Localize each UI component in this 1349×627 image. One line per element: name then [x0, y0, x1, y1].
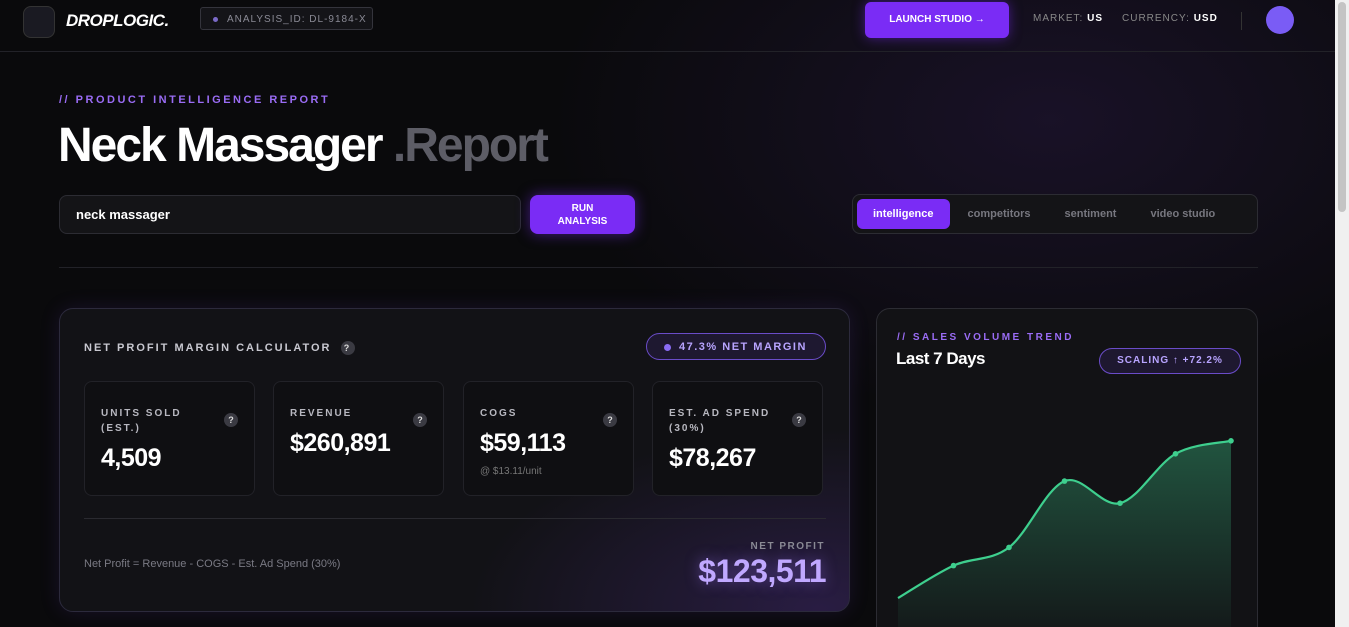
- net-profit-value: $123,511: [698, 553, 826, 589]
- trend-point: [1172, 451, 1179, 457]
- metric-label: REVENUE: [290, 408, 353, 419]
- trend-badge: SCALING ↑ +72.2%: [1099, 348, 1241, 374]
- calculator-title-text: NET PROFIT MARGIN CALCULATOR: [84, 342, 332, 354]
- analysis-id: ANALYSIS_ID: DL-9184-X: [200, 7, 373, 30]
- margin-badge: 47.3% NET MARGIN: [646, 333, 826, 360]
- help-icon[interactable]: ?: [413, 413, 427, 427]
- logo[interactable]: DROPLOGIC.: [66, 11, 169, 30]
- top-bar: DROPLOGIC. ANALYSIS_ID: DL-9184-X LAUNCH…: [0, 0, 1335, 52]
- metric-card: EST. AD SPEND (30%) $78,267?: [652, 381, 823, 496]
- metric-card: REVENUE $260,891?: [273, 381, 444, 496]
- calculator-panel: NET PROFIT MARGIN CALCULATOR ? 47.3% NET…: [59, 308, 850, 612]
- currency-label: CURRENCY:: [1122, 13, 1190, 24]
- formula: Net Profit = Revenue - COGS - Est. Ad Sp…: [84, 558, 341, 570]
- run-button[interactable]: RUN ANALYSIS: [530, 195, 635, 234]
- page-title: Neck Massager .Report: [58, 118, 549, 173]
- market: MARKET: US: [1033, 13, 1103, 24]
- metric-card: UNITS SOLD (EST.) 4,509?: [84, 381, 255, 496]
- calculator-title: NET PROFIT MARGIN CALCULATOR ?: [84, 341, 355, 355]
- trend-point: [1006, 544, 1012, 551]
- metric-label: UNITS SOLD (EST.): [101, 408, 182, 434]
- help-icon[interactable]: ?: [340, 341, 355, 355]
- tab[interactable]: competitors: [967, 208, 1031, 220]
- metric-value: 4,509: [101, 444, 162, 472]
- separator: [1241, 12, 1242, 30]
- title: Neck Massager: [58, 119, 384, 172]
- sales-trend-panel: // SALES VOLUME TREND Last 7 Days SCALIN…: [876, 308, 1258, 627]
- market-value: US: [1087, 13, 1104, 24]
- launch-button[interactable]: LAUNCH STUDIO →: [865, 2, 1009, 38]
- metric-card: COGS $59,113 @ $13.11/unit?: [463, 381, 634, 496]
- trend-point: [1228, 438, 1234, 444]
- help-icon[interactable]: ?: [224, 413, 238, 427]
- metric-note: @ $13.11/unit: [480, 466, 542, 477]
- title-suffix: .Report: [392, 119, 549, 172]
- currency: CURRENCY: USD: [1122, 13, 1218, 24]
- tab[interactable]: intelligence: [857, 199, 950, 229]
- trend-title: Last 7 Days: [896, 349, 986, 368]
- metric-label: COGS: [480, 408, 518, 419]
- trend-chart: [897, 438, 1234, 627]
- trend-area: [898, 440, 1231, 627]
- eyebrow: // PRODUCT INTELLIGENCE REPORT: [59, 94, 331, 106]
- help-icon[interactable]: ?: [603, 413, 617, 427]
- divider: [59, 267, 1258, 268]
- tab-bar: intelligence competitors sentiment video st…: [852, 194, 1258, 234]
- currency-value: USD: [1193, 13, 1218, 24]
- logo-icon[interactable]: [23, 6, 55, 38]
- divider: [84, 518, 826, 519]
- tab[interactable]: video studio: [1150, 208, 1216, 220]
- metric-value: $59,113: [480, 429, 566, 457]
- help-icon[interactable]: ?: [792, 413, 806, 427]
- margin-badge-text: 47.3% NET MARGIN: [679, 341, 807, 353]
- trend-point: [1061, 478, 1068, 484]
- avatar[interactable]: [1266, 6, 1294, 34]
- trend-eyebrow: // SALES VOLUME TREND: [897, 332, 1074, 343]
- metric-label: EST. AD SPEND (30%): [669, 408, 771, 434]
- metric-value: $78,267: [669, 444, 756, 472]
- tab[interactable]: sentiment: [1064, 208, 1117, 220]
- metric-value: $260,891: [290, 429, 391, 457]
- badge-dot: [664, 344, 671, 351]
- scrollbar-thumb[interactable]: [1338, 2, 1346, 212]
- search-input[interactable]: neck massager: [59, 195, 521, 234]
- trend-point: [1117, 500, 1123, 506]
- net-profit-label: NET PROFIT: [750, 541, 825, 552]
- trend-point: [950, 562, 957, 569]
- market-label: MARKET:: [1033, 13, 1084, 24]
